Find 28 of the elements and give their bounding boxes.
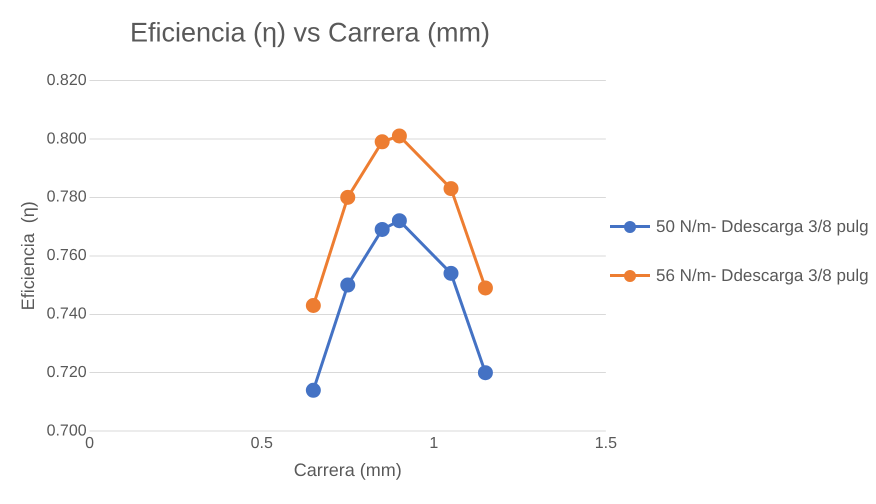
y-tick-label: 0.820	[46, 72, 87, 89]
y-tick-label: 0.800	[46, 130, 87, 148]
point	[374, 134, 390, 150]
y-tick-label: 0.780	[46, 188, 87, 206]
legend-label: 50 N/m- Ddescarga 3/8 pulg	[656, 216, 869, 238]
x-tick-label: 0.5	[250, 435, 273, 452]
point	[340, 190, 356, 205]
y-tick-label: 0.720	[46, 364, 87, 382]
legend-label: 56 N/m- Ddescarga 3/8 pulg	[656, 265, 869, 287]
x-tick-label: 1	[429, 435, 438, 452]
chart-title: Eficiencia (η) vs Carrera (mm)	[130, 18, 490, 48]
point	[444, 266, 459, 281]
x-tick-label: 1.5	[594, 435, 618, 452]
point	[340, 278, 356, 293]
y-tick-label: 0.760	[46, 247, 87, 264]
point	[392, 213, 407, 228]
point	[478, 280, 493, 296]
point	[444, 181, 459, 196]
x-tick-label: 0	[85, 435, 94, 452]
point	[392, 128, 407, 144]
point	[374, 222, 390, 237]
y-tick-label: 0.700	[46, 422, 87, 440]
y-tick-label: 0.740	[46, 306, 87, 323]
point	[306, 382, 321, 398]
point	[306, 298, 321, 313]
x-axis-title: Carrera (mm)	[294, 460, 402, 480]
y-axis-title: Eficiencia (η)	[18, 201, 38, 310]
point	[478, 365, 493, 380]
